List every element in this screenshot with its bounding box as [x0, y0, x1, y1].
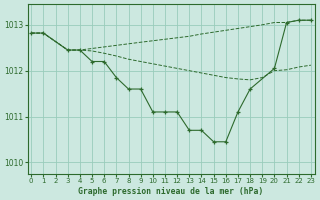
X-axis label: Graphe pression niveau de la mer (hPa): Graphe pression niveau de la mer (hPa) [78, 187, 264, 196]
